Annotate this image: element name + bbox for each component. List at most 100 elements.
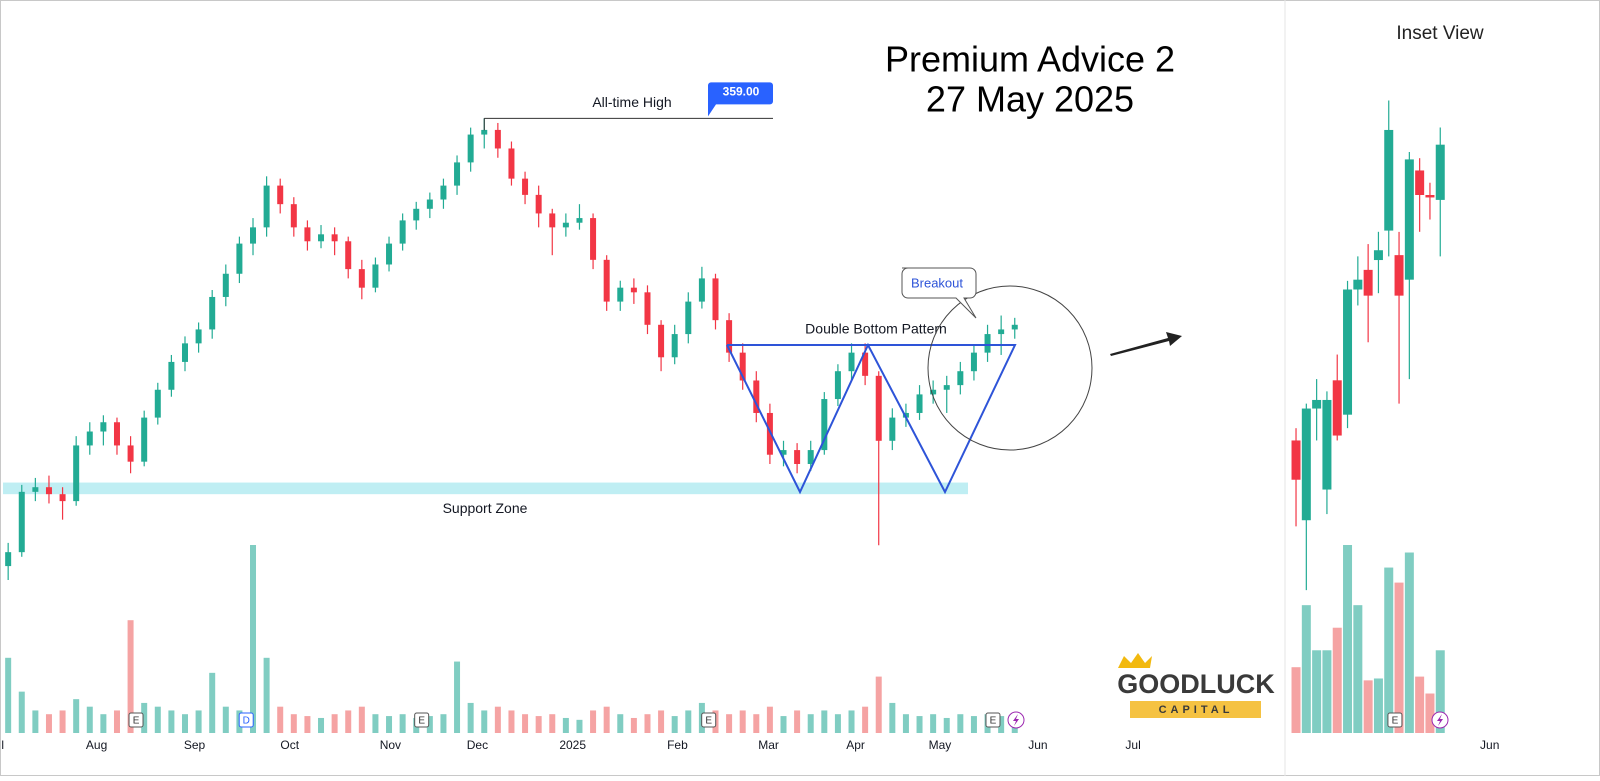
volume-bar <box>127 620 134 733</box>
ath-value-label: 359.00 <box>723 84 760 98</box>
volume-bar <box>5 657 12 733</box>
volume-bar <box>875 676 882 733</box>
inset-title: Inset View <box>1396 23 1484 44</box>
candle-body <box>562 222 569 228</box>
volume-bar <box>862 706 869 733</box>
volume-bar <box>1363 680 1373 733</box>
pattern-label: Double Bottom Pattern <box>805 321 947 337</box>
candle-body <box>658 324 665 358</box>
title-line-2: 27 May 2025 <box>926 79 1134 120</box>
candle-body <box>345 241 352 270</box>
logo-tagline: CAPITAL <box>1159 704 1234 716</box>
event-box <box>985 712 1001 728</box>
volume-bar <box>671 716 678 733</box>
volume-bar <box>943 717 950 733</box>
event-label: E <box>133 716 140 727</box>
candle-body <box>454 162 461 186</box>
candle-body <box>168 361 175 390</box>
volume-bar <box>141 702 148 733</box>
volume-bar <box>1343 545 1353 733</box>
volume-bar <box>304 716 311 733</box>
candle-body <box>236 243 243 274</box>
volume-bar <box>86 706 93 733</box>
volume-bar <box>1435 650 1445 733</box>
logo-bar <box>1130 701 1261 718</box>
volume-bar <box>1291 667 1301 733</box>
x-tick-label: Mar <box>758 738 779 752</box>
volume-bar <box>1332 627 1342 733</box>
volume-bar <box>154 706 161 733</box>
x-tick-label: Feb <box>667 738 688 752</box>
volume-bar <box>1415 676 1425 733</box>
candle-body <box>508 148 515 179</box>
volume-bar <box>18 691 25 733</box>
volume-bar <box>250 545 257 733</box>
candle-body <box>141 417 148 462</box>
candle-body <box>875 375 882 441</box>
volume-bar <box>1394 582 1404 733</box>
volume-bar <box>59 710 66 733</box>
x-tick-label: Jun <box>1480 738 1499 752</box>
candle-body <box>603 259 610 302</box>
volume-bar <box>590 710 597 733</box>
volume-bar <box>1353 605 1363 733</box>
volume-bar <box>318 717 325 733</box>
logo-name: GOODLUCK <box>1117 669 1275 699</box>
candle-body <box>1435 144 1445 200</box>
candle-body <box>358 269 365 288</box>
candle-body <box>154 389 161 418</box>
volume-bar <box>522 714 529 733</box>
logo-crown <box>1118 653 1152 668</box>
candle-body <box>821 399 828 451</box>
event-label: E <box>990 716 997 727</box>
candle-body <box>331 234 338 242</box>
candle-body <box>113 422 120 446</box>
candle-body <box>1011 324 1018 330</box>
title-line-1: Premium Advice 2 <box>885 39 1175 80</box>
candle-body <box>712 278 719 321</box>
candle-body <box>1425 195 1435 198</box>
arrow <box>1110 332 1182 356</box>
volume-bar <box>848 710 855 733</box>
volume-bar <box>630 717 637 733</box>
candle-body <box>848 352 855 372</box>
candle-body <box>535 194 542 214</box>
candle-body <box>590 218 597 260</box>
candle-body <box>1373 250 1383 261</box>
volume-bar <box>739 710 746 733</box>
ath-label: All-time High <box>592 94 671 110</box>
ath-tag <box>708 82 773 117</box>
candle-body <box>943 385 950 390</box>
volume-bar <box>181 714 188 733</box>
x-tick-label: Apr <box>846 738 865 752</box>
candle-body <box>984 334 991 353</box>
volume-bar <box>508 710 515 733</box>
volume-bar <box>1425 693 1435 733</box>
volume-bar <box>1384 567 1394 733</box>
candle-body <box>426 199 433 209</box>
candle-body <box>440 185 447 200</box>
volume-bar <box>1312 650 1322 733</box>
x-tick-label: Jun <box>1028 738 1047 752</box>
candle-body <box>739 352 746 381</box>
event-box <box>238 712 254 728</box>
volume-bar <box>807 714 814 733</box>
candle-body <box>916 394 923 413</box>
volume-bar <box>780 716 787 733</box>
volume-bar <box>481 710 488 733</box>
event-label: E <box>705 716 712 727</box>
volume-bar <box>1404 552 1414 733</box>
volume-bar <box>331 714 338 733</box>
x-tick-label: 2025 <box>559 738 586 752</box>
volume-bar <box>930 714 937 733</box>
candle-body <box>399 220 406 244</box>
candle-body <box>576 218 583 223</box>
event-box <box>701 712 717 728</box>
volume-bar <box>726 714 733 733</box>
candle-body <box>862 352 869 376</box>
volume-bar <box>454 661 461 733</box>
candle-body <box>250 227 257 244</box>
candle-body <box>1353 279 1363 290</box>
candle-body <box>45 487 52 495</box>
